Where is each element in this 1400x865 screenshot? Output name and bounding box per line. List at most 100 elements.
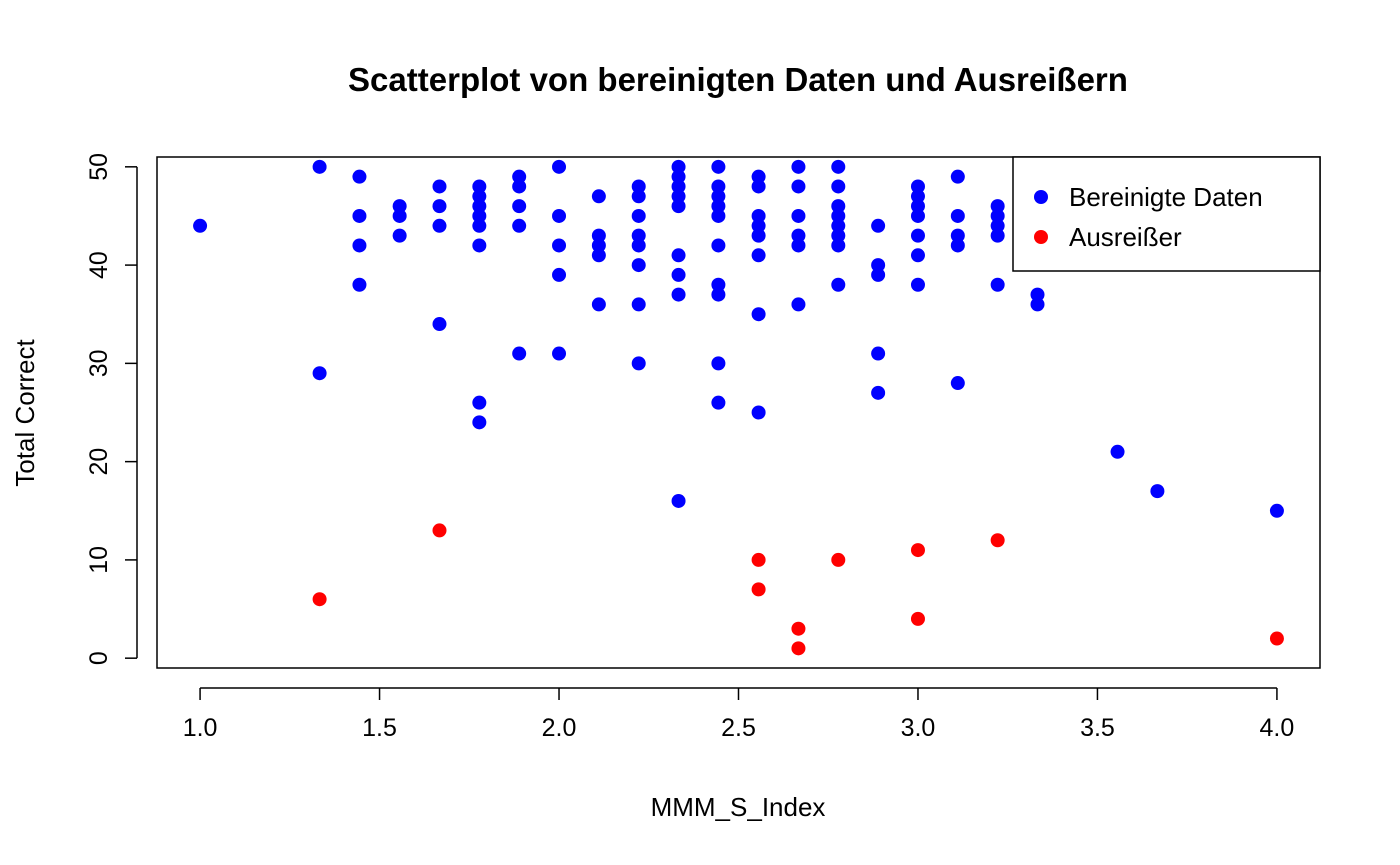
data-point: [472, 218, 487, 233]
x-tick-label: 1.5: [362, 714, 397, 742]
data-point: [910, 199, 925, 214]
data-point: [591, 297, 606, 312]
data-point: [831, 179, 846, 194]
data-point: [472, 199, 487, 214]
data-point: [552, 208, 567, 223]
data-point: [671, 267, 686, 282]
data-point: [751, 405, 766, 420]
data-point: [472, 238, 487, 253]
data-point: [512, 218, 527, 233]
data-point: [512, 199, 527, 214]
chart-title: Scatterplot von bereinigten Daten und Au…: [348, 61, 1128, 98]
data-point: [791, 621, 806, 636]
data-point: [751, 218, 766, 233]
data-point: [1110, 444, 1125, 459]
data-point: [751, 169, 766, 184]
data-point: [791, 297, 806, 312]
data-point: [671, 189, 686, 204]
data-point: [910, 248, 925, 263]
data-point: [671, 199, 686, 214]
data-point: [432, 317, 447, 332]
data-point: [392, 208, 407, 223]
y-tick-label: 30: [85, 349, 113, 377]
y-tick-label: 50: [85, 153, 113, 181]
data-point: [831, 238, 846, 253]
data-point: [472, 179, 487, 194]
x-tick-label: 1.0: [183, 714, 218, 742]
data-point: [591, 189, 606, 204]
data-point: [990, 208, 1005, 223]
data-point: [990, 228, 1005, 243]
legend-marker: [1034, 190, 1048, 204]
data-point: [751, 552, 766, 567]
data-point: [711, 159, 726, 174]
data-point: [671, 179, 686, 194]
y-tick-label: 20: [85, 448, 113, 476]
data-point: [472, 208, 487, 223]
data-point: [472, 415, 487, 430]
data-point: [312, 159, 327, 174]
data-point: [950, 208, 965, 223]
data-point: [1030, 287, 1045, 302]
data-point: [791, 238, 806, 253]
data-point: [512, 346, 527, 361]
data-point: [990, 277, 1005, 292]
data-point: [631, 356, 646, 371]
data-point: [671, 287, 686, 302]
data-point: [910, 543, 925, 558]
data-point: [512, 169, 527, 184]
data-point: [631, 208, 646, 223]
data-point: [432, 218, 447, 233]
data-point: [831, 208, 846, 223]
series-ausreisser: [312, 523, 1284, 656]
data-point: [631, 228, 646, 243]
data-point: [990, 218, 1005, 233]
legend-label: Ausreißer: [1069, 222, 1182, 252]
data-point: [990, 533, 1005, 548]
data-point: [432, 523, 447, 538]
data-point: [711, 208, 726, 223]
data-point: [631, 189, 646, 204]
data-point: [1269, 503, 1284, 518]
x-axis-label: MMM_S_Index: [651, 792, 826, 822]
data-point: [751, 179, 766, 194]
data-point: [831, 277, 846, 292]
data-point: [910, 189, 925, 204]
data-point: [631, 238, 646, 253]
data-point: [831, 199, 846, 214]
x-tick-label: 2.5: [721, 714, 756, 742]
data-point: [512, 179, 527, 194]
data-point: [990, 199, 1005, 214]
x-axis: 1.0 1.5 2.0 2.5 3.0 3.5 4.0: [183, 687, 1294, 742]
data-point: [392, 199, 407, 214]
data-point: [432, 179, 447, 194]
data-point: [352, 169, 367, 184]
data-point: [791, 228, 806, 243]
data-point: [871, 267, 886, 282]
data-point: [472, 189, 487, 204]
plot-frame: [156, 156, 1321, 669]
y-tick-label: 0: [85, 651, 113, 665]
data-point: [631, 297, 646, 312]
data-point: [711, 287, 726, 302]
data-point: [312, 592, 327, 607]
data-point: [871, 258, 886, 273]
data-point: [791, 641, 806, 656]
data-point: [392, 228, 407, 243]
data-point: [711, 277, 726, 292]
data-point: [950, 376, 965, 391]
data-point: [950, 238, 965, 253]
data-point: [671, 248, 686, 263]
data-point: [751, 208, 766, 223]
x-tick-label: 2.0: [542, 714, 577, 742]
data-point: [711, 238, 726, 253]
x-tick-label: 3.5: [1080, 714, 1115, 742]
data-point: [552, 346, 567, 361]
data-points: [193, 159, 1284, 656]
y-tick-label: 40: [85, 251, 113, 279]
data-point: [671, 169, 686, 184]
data-point: [711, 189, 726, 204]
y-axis-label: Total Correct: [10, 339, 40, 487]
data-point: [910, 611, 925, 626]
data-point: [711, 179, 726, 194]
